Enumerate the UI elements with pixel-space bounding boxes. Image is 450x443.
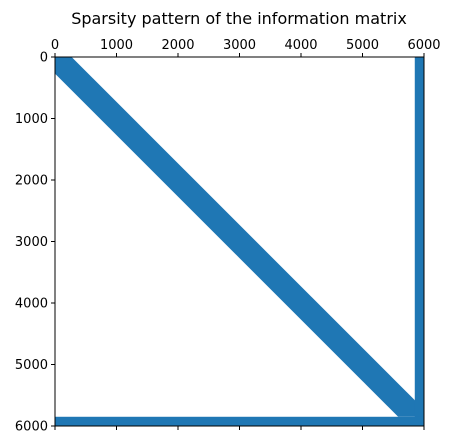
y-tick-label: 3000 bbox=[15, 235, 48, 250]
y-tick-label: 5000 bbox=[15, 358, 48, 373]
chart-title: Sparsity pattern of the information matr… bbox=[71, 9, 407, 28]
nonzero-diagonal-band-start bbox=[55, 57, 72, 74]
y-tick-label: 2000 bbox=[15, 174, 48, 189]
x-tick-label: 5000 bbox=[346, 38, 379, 53]
x-axis: 0 1000 2000 3000 4000 5000 6000 bbox=[51, 38, 441, 430]
y-tick-label: 1000 bbox=[15, 112, 48, 127]
nonzero-bottom-row-block bbox=[55, 416, 424, 426]
nonzero-right-column-block bbox=[414, 57, 424, 426]
x-tick-label: 2000 bbox=[161, 38, 194, 53]
x-tick-label: 3000 bbox=[223, 38, 256, 53]
y-tick-label: 0 bbox=[40, 51, 48, 66]
y-tick-label: 6000 bbox=[15, 420, 48, 435]
y-tick-label: 4000 bbox=[15, 297, 48, 312]
x-tick-label: 4000 bbox=[284, 38, 317, 53]
plot-frame bbox=[54, 56, 425, 427]
y-axis: 0 1000 2000 3000 4000 5000 6000 bbox=[15, 51, 55, 435]
x-tick-label: 1000 bbox=[100, 38, 133, 53]
plot-area bbox=[55, 57, 424, 426]
x-tick-label: 0 bbox=[51, 38, 59, 53]
nonzero-diagonal-band bbox=[55, 57, 424, 417]
x-tick-label: 6000 bbox=[407, 38, 440, 53]
